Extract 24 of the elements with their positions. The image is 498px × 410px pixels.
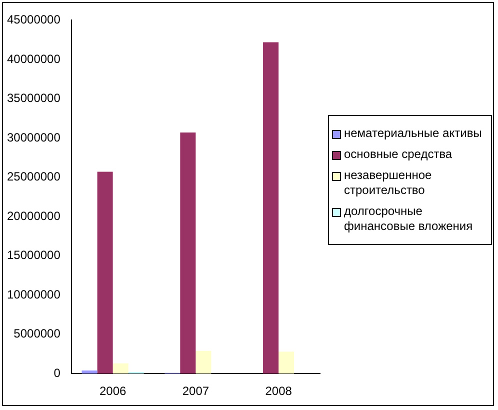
y-tick-label: 0 (54, 366, 61, 380)
y-tick-label: 15000000 (7, 248, 61, 262)
y-tick-label: 25000000 (7, 170, 61, 184)
bar (278, 352, 294, 374)
y-tick-label: 35000000 (7, 91, 61, 106)
legend-label: основные средства (344, 147, 452, 162)
y-tick-label: 10000000 (7, 287, 61, 302)
bar (263, 42, 279, 374)
bar (97, 172, 113, 374)
y-tick-label: 20000000 (7, 208, 61, 223)
legend-label: долгосрочные финансовые вложения (344, 204, 474, 234)
bar (82, 370, 98, 374)
x-tick-label: 2007 (182, 384, 210, 398)
bar (180, 132, 196, 374)
y-tick-label: 5000000 (14, 326, 61, 341)
y-tick-label: 30000000 (7, 130, 61, 144)
legend-label: нематериальные активы (344, 126, 482, 141)
legend-label: незавершенное строительство (344, 168, 433, 198)
y-tick-label: 45000000 (7, 12, 61, 27)
bar (112, 363, 128, 374)
x-tick-label: 2006 (99, 384, 126, 398)
x-tick-label: 2008 (265, 384, 292, 398)
y-tick-label: 40000000 (7, 52, 61, 66)
bar (196, 350, 212, 374)
